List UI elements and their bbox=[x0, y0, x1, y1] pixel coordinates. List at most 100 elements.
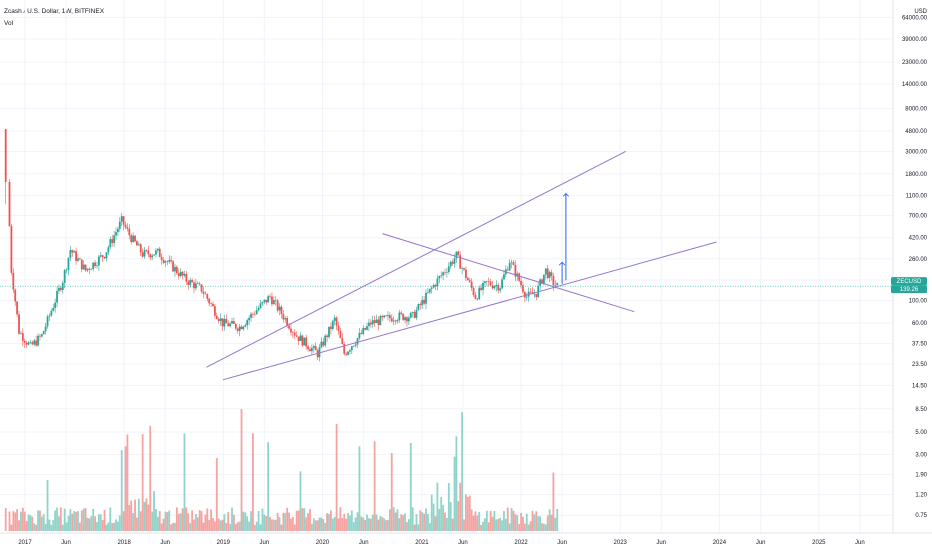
candle bbox=[310, 344, 313, 355]
volume-bar bbox=[293, 524, 296, 531]
candle bbox=[280, 304, 283, 319]
volume-bar bbox=[141, 434, 144, 531]
volume-bar bbox=[69, 509, 72, 531]
trend-drawings[interactable] bbox=[206, 151, 717, 381]
volume-bar bbox=[465, 494, 467, 531]
volume-bar bbox=[299, 471, 302, 531]
volume-bar bbox=[322, 519, 325, 531]
volume-bar bbox=[132, 513, 135, 531]
candle bbox=[508, 259, 511, 271]
candle bbox=[240, 324, 243, 330]
candle bbox=[425, 289, 427, 310]
channel-lower-trendline[interactable] bbox=[222, 241, 717, 381]
candle bbox=[99, 251, 102, 259]
candle bbox=[345, 351, 348, 357]
volume-bar bbox=[400, 514, 403, 531]
candle bbox=[506, 266, 509, 272]
candle bbox=[37, 333, 39, 347]
volume-bar bbox=[149, 425, 152, 531]
candle bbox=[238, 323, 241, 337]
candle bbox=[377, 316, 380, 331]
volume-bar bbox=[223, 514, 226, 531]
volume-indicator-label[interactable]: Vol bbox=[4, 20, 14, 27]
candle bbox=[185, 271, 188, 285]
candle bbox=[61, 280, 64, 294]
candle bbox=[421, 295, 424, 309]
candle bbox=[434, 283, 437, 291]
candle bbox=[206, 293, 209, 302]
volume-bar bbox=[508, 523, 511, 531]
candle bbox=[94, 260, 96, 269]
candle bbox=[400, 310, 403, 316]
candle bbox=[470, 278, 473, 291]
candle bbox=[77, 254, 79, 263]
channel-upper-trendline[interactable] bbox=[206, 151, 626, 368]
candle bbox=[248, 315, 251, 326]
candle bbox=[56, 286, 58, 308]
candle bbox=[451, 259, 454, 266]
volume-bar bbox=[301, 508, 304, 531]
volume-bar bbox=[42, 514, 45, 531]
x-tick-label: Jun bbox=[160, 540, 170, 546]
candle bbox=[193, 280, 195, 294]
candle bbox=[333, 314, 336, 326]
volume-bar bbox=[485, 510, 488, 531]
volume-bar bbox=[261, 508, 264, 531]
chart-legend: Zcash / U.S. Dollar, 1W, BITFINEX Vol bbox=[4, 6, 104, 30]
candle bbox=[303, 337, 306, 346]
x-tick-label: 2025 bbox=[812, 540, 826, 546]
volume-bar bbox=[90, 515, 93, 531]
volume-bar bbox=[463, 519, 465, 531]
time-axis[interactable]: 2017 Jun 2018 Jun 2019 Jun 2020 Jun 2021 Jun 2022 J… bbox=[0, 532, 932, 546]
price-badge bbox=[891, 285, 927, 294]
symbol-title[interactable]: Zcash / U.S. Dollar, 1W, BITFINEX bbox=[4, 8, 105, 15]
volume-bar bbox=[278, 517, 281, 531]
x-tick-label: 2017 bbox=[18, 540, 32, 546]
volume-bar bbox=[392, 507, 395, 531]
volume-bar bbox=[130, 500, 133, 531]
candle bbox=[177, 268, 180, 280]
candle bbox=[522, 281, 524, 294]
candle bbox=[27, 341, 30, 346]
candle bbox=[360, 329, 363, 335]
candle bbox=[358, 328, 361, 341]
candle bbox=[200, 284, 203, 294]
volume-bar bbox=[137, 498, 140, 531]
candle bbox=[221, 318, 224, 332]
volume-bar bbox=[368, 518, 370, 531]
candle bbox=[4, 129, 7, 205]
candle bbox=[485, 280, 488, 287]
candle bbox=[107, 245, 110, 256]
candle bbox=[387, 311, 389, 321]
volume-bar bbox=[14, 512, 17, 531]
volume-bar bbox=[436, 482, 439, 531]
price-axis[interactable]: USD 64000.00 39000.00 23000.00 14000.00 8000… bbox=[892, 0, 928, 533]
candle bbox=[10, 223, 13, 276]
volume-bar bbox=[25, 521, 28, 531]
volume-bar bbox=[172, 522, 174, 531]
volume-bar bbox=[10, 524, 13, 531]
volume-bar bbox=[145, 498, 148, 531]
candle bbox=[514, 260, 517, 282]
candle bbox=[162, 257, 165, 265]
y-tick-label: 4800.00 bbox=[905, 129, 927, 135]
candle bbox=[137, 241, 140, 246]
candle bbox=[39, 333, 41, 341]
volume-bar bbox=[124, 446, 127, 531]
volume-bar bbox=[213, 521, 216, 531]
candle bbox=[480, 284, 483, 292]
volume-bar bbox=[379, 516, 382, 531]
candle bbox=[442, 271, 445, 281]
descending-trendline[interactable] bbox=[382, 233, 635, 313]
volume-bar bbox=[18, 520, 20, 531]
candle bbox=[341, 333, 344, 345]
volume-bar bbox=[449, 501, 452, 531]
volume-bar bbox=[430, 494, 433, 531]
volume-bar bbox=[265, 516, 268, 531]
candle bbox=[438, 275, 441, 284]
volume-bar bbox=[280, 524, 283, 531]
volume-bar bbox=[318, 517, 321, 531]
candle bbox=[202, 286, 205, 299]
volume-bar bbox=[177, 513, 180, 531]
